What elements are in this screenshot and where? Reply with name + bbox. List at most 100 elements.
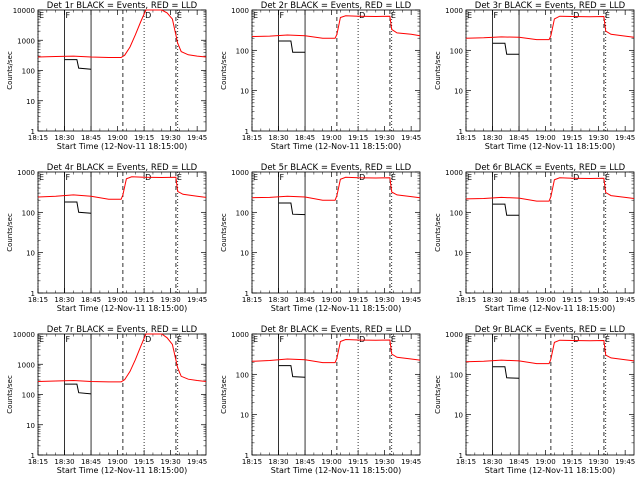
x-axis-label: Start Time (12-Nov-11 18:15:00) [271, 304, 401, 313]
x-tick-label: 19:15 [134, 458, 154, 466]
x-tick-label: 18:30 [268, 458, 288, 466]
event-marker-label: F [66, 173, 71, 182]
x-tick-label: 19:30 [161, 296, 181, 304]
event-marker-label: E [253, 173, 258, 182]
y-tick-label: 1 [459, 128, 463, 136]
plot-frame [37, 333, 207, 456]
y-tick-label: 100 [236, 209, 249, 217]
y-tick-label: 100 [236, 371, 249, 379]
y-tick-label: 10 [240, 250, 249, 258]
event-marker-label: E [467, 335, 472, 344]
y-tick-label: 10000 [13, 7, 35, 15]
chart-panel-7: Det 7r BLACK = Events, RED = LLD 1 10 100 10… [6, 325, 207, 475]
chart-title: Det 8r BLACK = Events, RED = LLD [261, 325, 412, 335]
x-tick-label: 18:15 [28, 134, 48, 142]
y-tick-label: 1000 [231, 169, 249, 177]
y-axis-label: Counts/sec [6, 375, 14, 414]
y-tick-label: 1 [245, 452, 249, 460]
chart-title: Det 1r BLACK = Events, RED = LLD [47, 1, 198, 11]
x-tick-label: 19:30 [589, 134, 609, 142]
y-tick-label: 1000 [17, 361, 35, 369]
series-line-lld [37, 333, 207, 383]
x-tick-label: 18:30 [482, 458, 502, 466]
x-tick-label: 18:45 [295, 458, 315, 466]
x-tick-label: 19:45 [615, 458, 635, 466]
x-tick-label: 19:15 [348, 134, 368, 142]
x-tick-label: 19:15 [348, 296, 368, 304]
event-marker-label: F [494, 173, 499, 182]
x-tick-label: 18:45 [295, 296, 315, 304]
event-marker-label: D [573, 335, 579, 344]
chart-title: Det 5r BLACK = Events, RED = LLD [261, 163, 412, 173]
x-tick-label: 19:45 [187, 296, 207, 304]
y-tick-label: 100 [236, 47, 249, 55]
series-line-lld [465, 177, 635, 202]
x-tick-label: 18:15 [28, 458, 48, 466]
y-tick-label: 1000 [445, 331, 463, 339]
y-tick-label: 10 [454, 412, 463, 420]
chart-panel-3: Det 3r BLACK = Events, RED = LLD 1 10 100 10… [434, 1, 635, 151]
x-axis-label: Start Time (12-Nov-11 18:15:00) [271, 466, 401, 475]
y-tick-label: 1000 [445, 7, 463, 15]
x-tick-label: 19:45 [401, 296, 421, 304]
y-tick-label: 100 [22, 392, 35, 400]
event-marker-label: F [494, 11, 499, 20]
y-tick-label: 100 [450, 371, 463, 379]
x-tick-label: 19:00 [107, 458, 127, 466]
plot-frame [37, 9, 207, 132]
x-tick-label: 18:45 [509, 458, 529, 466]
x-tick-label: 19:45 [615, 134, 635, 142]
x-tick-label: 18:15 [456, 134, 476, 142]
event-marker-label: D [359, 335, 365, 344]
x-tick-label: 19:15 [134, 134, 154, 142]
x-tick-label: 19:00 [535, 296, 555, 304]
x-tick-label: 19:30 [589, 296, 609, 304]
event-marker-label: D [573, 11, 579, 20]
x-tick-label: 19:45 [187, 458, 207, 466]
series-line-events [64, 383, 92, 395]
series-line-lld [465, 15, 635, 41]
y-tick-label: 1 [459, 290, 463, 298]
y-tick-label: 100 [450, 47, 463, 55]
series-line-lld [251, 338, 421, 364]
event-marker-label: E [39, 11, 44, 20]
x-tick-label: 19:45 [401, 134, 421, 142]
chart-title: Det 3r BLACK = Events, RED = LLD [475, 1, 626, 11]
event-marker-label: E [391, 335, 396, 344]
y-axis-label: Counts/sec [220, 375, 228, 414]
series-line-lld [37, 9, 207, 58]
event-marker-label: D [145, 335, 151, 344]
chart-panel-5: Det 5r BLACK = Events, RED = LLD 1 10 100 10… [220, 163, 421, 313]
chart-title: Det 7r BLACK = Events, RED = LLD [47, 325, 198, 335]
x-tick-label: 18:45 [81, 458, 101, 466]
event-marker-label: E [605, 173, 610, 182]
chart-panel-1: Det 1r BLACK = Events, RED = LLD 1 10 100 10… [6, 1, 207, 151]
x-tick-label: 19:15 [134, 296, 154, 304]
x-tick-label: 18:45 [295, 134, 315, 142]
x-axis-label: Start Time (12-Nov-11 18:15:00) [485, 304, 615, 313]
event-marker-label: E [467, 173, 472, 182]
chart-panel-2: Det 2r BLACK = Events, RED = LLD 1 10 100 10… [220, 1, 421, 151]
event-marker-label: F [494, 335, 499, 344]
series-line-lld [465, 339, 635, 365]
x-tick-label: 19:00 [321, 134, 341, 142]
event-marker-label: E [39, 173, 44, 182]
y-tick-label: 1000 [17, 37, 35, 45]
y-tick-label: 100 [450, 209, 463, 217]
y-tick-label: 100 [22, 209, 35, 217]
y-axis-label: Counts/sec [6, 213, 14, 252]
y-tick-label: 1 [245, 290, 249, 298]
x-tick-label: 19:00 [535, 134, 555, 142]
x-tick-label: 19:30 [589, 458, 609, 466]
plot-frame [465, 333, 635, 456]
event-marker-label: F [280, 173, 285, 182]
x-tick-label: 18:30 [54, 296, 74, 304]
y-axis-label: Counts/sec [220, 213, 228, 252]
y-tick-label: 10 [240, 412, 249, 420]
x-tick-label: 19:45 [187, 134, 207, 142]
y-tick-label: 1 [459, 452, 463, 460]
event-marker-label: E [39, 335, 44, 344]
chart-panel-9: Det 9r BLACK = Events, RED = LLD 1 10 100 10… [434, 325, 635, 475]
x-tick-label: 19:15 [562, 134, 582, 142]
event-marker-label: E [177, 335, 182, 344]
